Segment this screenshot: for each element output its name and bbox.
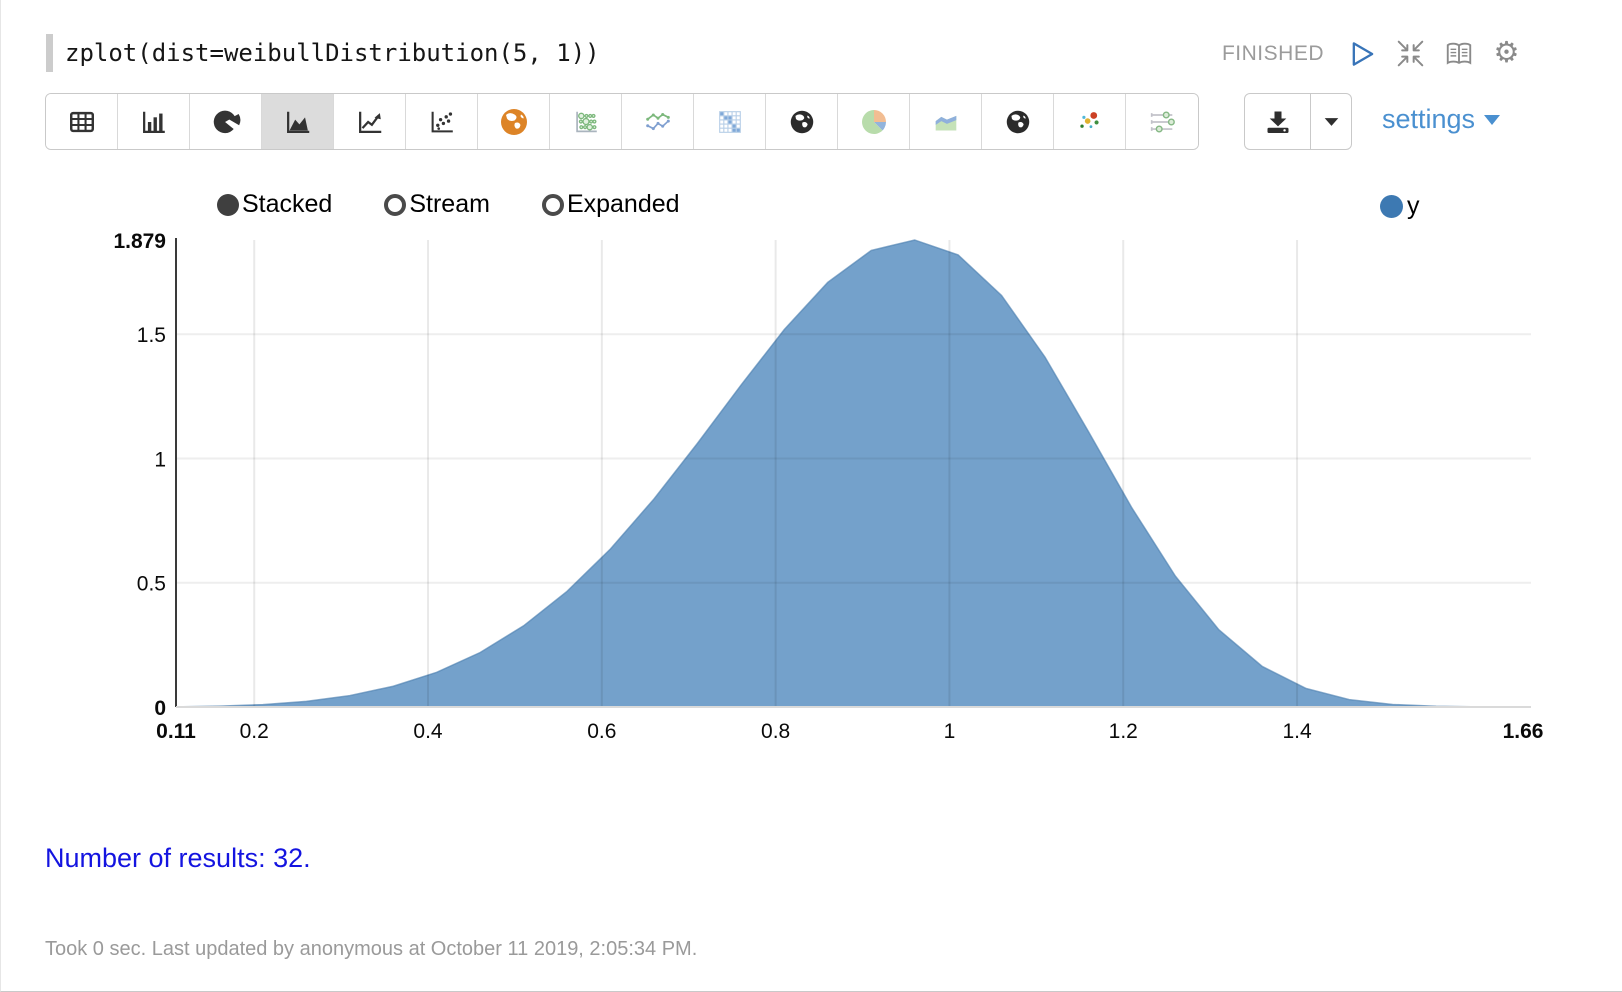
svg-text:0: 0 (154, 697, 166, 720)
download-options-button[interactable] (1311, 94, 1351, 149)
download-icon (1267, 111, 1288, 133)
chart-type-globe-dark[interactable] (766, 94, 838, 149)
svg-text:1: 1 (944, 720, 956, 743)
chart-type-toolbar (45, 93, 1199, 150)
chart-canvas: 0 0.5 1 1.5 1.879 0.11 0.2 0.4 0.6 0.8 1 1.2 1.4 1.66 (113, 230, 1544, 743)
mode-stream[interactable]: Stream (384, 190, 490, 219)
open-book-icon (1446, 42, 1471, 65)
chart-type-multi-line[interactable] (622, 94, 694, 149)
svg-text:1.4: 1.4 (1282, 720, 1312, 743)
legend-swatch (1380, 195, 1403, 218)
chart-type-area[interactable] (262, 94, 334, 149)
table-icon (69, 111, 94, 132)
parallel-sliders-icon (1150, 110, 1175, 133)
paragraph-controls: FINISHED (1222, 38, 1522, 69)
chart-type-pie[interactable] (190, 94, 262, 149)
svg-text:0.6: 0.6 (587, 720, 616, 743)
gear-icon[interactable]: ⚙ (1491, 38, 1522, 69)
notebook-icon[interactable] (1443, 38, 1474, 69)
settings-label: settings (1382, 104, 1476, 134)
download-button-group (1244, 93, 1352, 150)
line-chart-icon (358, 111, 381, 133)
mode-expanded-label: Expanded (566, 190, 680, 218)
svg-text:0.4: 0.4 (413, 720, 443, 743)
heatmap-icon (718, 110, 741, 133)
gear-glyph: ⚙ (1493, 37, 1520, 69)
area-pastel-icon (935, 115, 956, 130)
svg-text:1.2: 1.2 (1109, 720, 1138, 743)
mode-expanded[interactable]: Expanded (541, 190, 680, 219)
globe-orange-icon (500, 108, 527, 135)
chart-type-map[interactable] (478, 94, 550, 149)
collapse-icon[interactable] (1395, 38, 1426, 69)
chart-type-area-pastel[interactable] (910, 94, 982, 149)
execution-status-line: Took 0 sec. Last updated by anonymous at… (45, 938, 698, 960)
status-badge: FINISHED (1221, 41, 1324, 65)
chart-type-heatmap[interactable] (694, 94, 766, 149)
pie-pastel-icon (861, 109, 886, 134)
run-icon[interactable] (1347, 38, 1378, 69)
svg-text:0.5: 0.5 (137, 573, 166, 596)
play-triangle-icon (1352, 41, 1374, 66)
svg-text:0.2: 0.2 (240, 720, 269, 743)
globe-dark-icon (790, 110, 813, 133)
mode-stacked[interactable]: Stacked (217, 190, 332, 219)
chart-type-pie-pastel[interactable] (838, 94, 910, 149)
radio-expanded-icon[interactable] (541, 193, 564, 216)
chart-type-bar[interactable] (118, 94, 190, 149)
pie-chart-icon (213, 110, 240, 133)
chart-type-line[interactable] (334, 94, 406, 149)
shrink-arrows-icon (1397, 40, 1424, 67)
chart-type-scatter-color[interactable] (1054, 94, 1126, 149)
svg-text:1: 1 (154, 448, 166, 471)
chart-type-globe-dark-2[interactable] (982, 94, 1054, 149)
area-chart: 0 0.5 1 1.5 1.879 0.11 0.2 0.4 0.6 0.8 1 1.2 1.4 1.66 (1, 230, 1622, 770)
svg-text:1.879: 1.879 (113, 230, 166, 253)
results-count-text: Number of results: 32. (45, 843, 311, 873)
paragraph-accent-bar (46, 34, 53, 72)
settings-caret-icon (1484, 115, 1501, 133)
globe-dark-icon-2 (1006, 110, 1029, 133)
scatter-chart-icon (431, 111, 453, 132)
mode-stream-label: Stream (409, 190, 490, 218)
chart-type-parallel-sliders[interactable] (1126, 94, 1198, 149)
chart-type-scatter[interactable] (406, 94, 478, 149)
radio-stacked-icon[interactable] (217, 193, 239, 216)
code-editor-row: zplot(dist=weibullDistribution(5, 1)) (46, 34, 600, 72)
legend-item-y[interactable]: y (1380, 192, 1420, 221)
chart-type-table[interactable] (46, 94, 118, 149)
download-button[interactable] (1245, 94, 1311, 149)
svg-text:1.66: 1.66 (1503, 720, 1544, 743)
area-chart-icon (286, 111, 309, 133)
area-mode-controls: Stacked Stream Expanded (217, 190, 680, 219)
svg-text:1.5: 1.5 (137, 324, 166, 347)
bubble-chart-icon (575, 111, 597, 132)
chart-type-bubble[interactable] (550, 94, 622, 149)
svg-text:0.11: 0.11 (156, 720, 196, 743)
code-text[interactable]: zplot(dist=weibullDistribution(5, 1)) (65, 39, 600, 67)
multi-line-chart-icon (645, 112, 670, 130)
radio-stream-icon[interactable] (384, 193, 407, 216)
mode-stacked-label: Stacked (242, 190, 333, 218)
legend-label: y (1407, 192, 1420, 220)
scatter-color-icon (1079, 111, 1099, 128)
settings-toggle[interactable]: settings (1382, 104, 1501, 135)
caret-down-icon (1324, 117, 1338, 126)
bar-chart-icon (142, 111, 165, 133)
svg-text:0.8: 0.8 (761, 720, 790, 743)
